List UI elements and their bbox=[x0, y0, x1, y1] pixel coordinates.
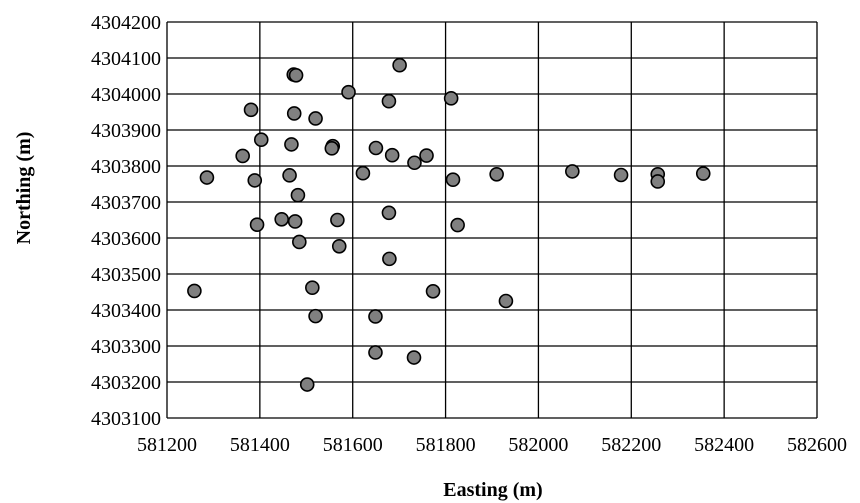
data-point bbox=[249, 217, 265, 232]
data-point bbox=[381, 205, 397, 221]
x-tick-label: 582400 bbox=[694, 434, 754, 456]
data-point bbox=[407, 155, 422, 171]
data-point bbox=[292, 234, 307, 250]
x-tick-label: 581200 bbox=[137, 434, 197, 456]
y-axis-title: Northing (m) bbox=[13, 132, 35, 245]
y-tick-label: 4303400 bbox=[91, 300, 161, 322]
data-point bbox=[450, 217, 465, 233]
data-point bbox=[282, 168, 297, 183]
data-point bbox=[368, 345, 383, 360]
data-point bbox=[498, 293, 514, 309]
y-tick-label: 4303100 bbox=[91, 408, 161, 430]
data-point bbox=[330, 212, 345, 228]
data-point bbox=[308, 111, 323, 126]
x-tick-label: 581400 bbox=[230, 434, 290, 456]
data-point bbox=[299, 377, 315, 392]
x-tick-label: 582000 bbox=[508, 434, 568, 456]
data-point bbox=[384, 147, 400, 163]
data-point bbox=[305, 280, 320, 295]
data-point bbox=[381, 93, 397, 109]
data-point bbox=[341, 84, 356, 100]
y-tick-label: 4303800 bbox=[91, 156, 161, 178]
x-tick-label: 582600 bbox=[787, 434, 847, 456]
data-point bbox=[308, 308, 323, 324]
data-point bbox=[445, 172, 461, 187]
data-point bbox=[288, 67, 304, 83]
data-point bbox=[419, 148, 434, 163]
data-point bbox=[695, 166, 711, 181]
data-point bbox=[355, 165, 371, 181]
data-point bbox=[368, 140, 384, 156]
data-point bbox=[199, 170, 215, 185]
y-tick-label: 4304000 bbox=[91, 84, 161, 106]
x-tick-labels: 581200 581400 581600 581800 582000 582200 5824… bbox=[137, 434, 847, 456]
data-point bbox=[565, 164, 580, 179]
x-tick-label: 581600 bbox=[323, 434, 383, 456]
y-tick-labels: 4303100 4303200 4303300 4303400 4303500 43036… bbox=[91, 12, 161, 430]
data-points bbox=[187, 57, 711, 392]
data-point bbox=[613, 167, 629, 183]
x-tick-label: 581800 bbox=[416, 434, 476, 456]
gridlines bbox=[166, 21, 818, 419]
data-point bbox=[247, 173, 263, 188]
data-point bbox=[425, 283, 441, 299]
data-point bbox=[235, 148, 250, 164]
data-point bbox=[253, 132, 269, 148]
data-point bbox=[290, 187, 306, 203]
data-point bbox=[650, 174, 666, 189]
data-point bbox=[382, 251, 397, 267]
data-point bbox=[286, 106, 302, 121]
data-point bbox=[187, 283, 202, 299]
data-point bbox=[284, 137, 299, 152]
y-tick-label: 4304200 bbox=[91, 12, 161, 34]
data-point bbox=[274, 211, 289, 227]
y-tick-label: 4303700 bbox=[91, 192, 161, 214]
data-point bbox=[331, 238, 347, 254]
y-tick-label: 4303900 bbox=[91, 120, 161, 142]
x-tick-label: 582200 bbox=[601, 434, 661, 456]
x-axis-title: Easting (m) bbox=[443, 479, 542, 501]
data-point bbox=[406, 350, 422, 365]
y-tick-label: 4303300 bbox=[91, 336, 161, 358]
y-tick-label: 4303500 bbox=[91, 264, 161, 286]
data-point bbox=[368, 309, 383, 324]
y-tick-label: 4304100 bbox=[91, 48, 161, 70]
data-point bbox=[392, 57, 407, 73]
data-point bbox=[489, 166, 504, 182]
data-point bbox=[243, 102, 259, 118]
y-tick-label: 4303200 bbox=[91, 372, 161, 394]
y-tick-label: 4303600 bbox=[91, 228, 161, 250]
data-point bbox=[287, 214, 303, 229]
data-point bbox=[324, 141, 340, 156]
data-point bbox=[443, 91, 459, 106]
